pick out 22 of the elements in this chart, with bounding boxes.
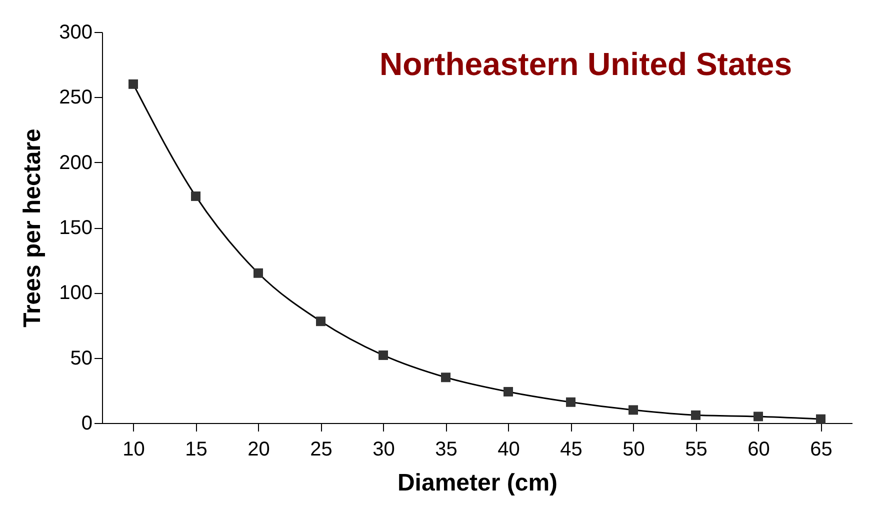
x-tick-label: 50 [622,438,645,460]
y-axis-title: Trees per hectare [19,128,46,328]
y-tick-label: 100 [59,282,92,304]
y-tick-label: 300 [59,22,92,44]
y-tick-label: 200 [59,152,92,174]
y-tick-label: 0 [81,412,92,434]
y-tick-label: 50 [70,347,92,370]
x-axis-title: Diameter (cm) [397,470,558,496]
x-tick-label: 35 [435,438,458,460]
x-tick-label: 40 [498,438,520,460]
y-tick-label: 150 [59,217,92,239]
x-tick-label: 25 [310,438,332,460]
y-tick-label: 250 [59,86,92,109]
chart-title: Northeastern United States [379,46,792,82]
x-tick-label: 65 [810,438,832,460]
x-tick-label: 55 [685,438,708,460]
x-tick-label: 30 [372,438,395,460]
x-tick-label: 45 [560,438,582,460]
x-tick-label: 15 [185,438,208,460]
x-tick-label: 20 [248,438,270,460]
x-tick-label: 10 [122,438,145,460]
x-tick-label: 60 [748,438,770,460]
